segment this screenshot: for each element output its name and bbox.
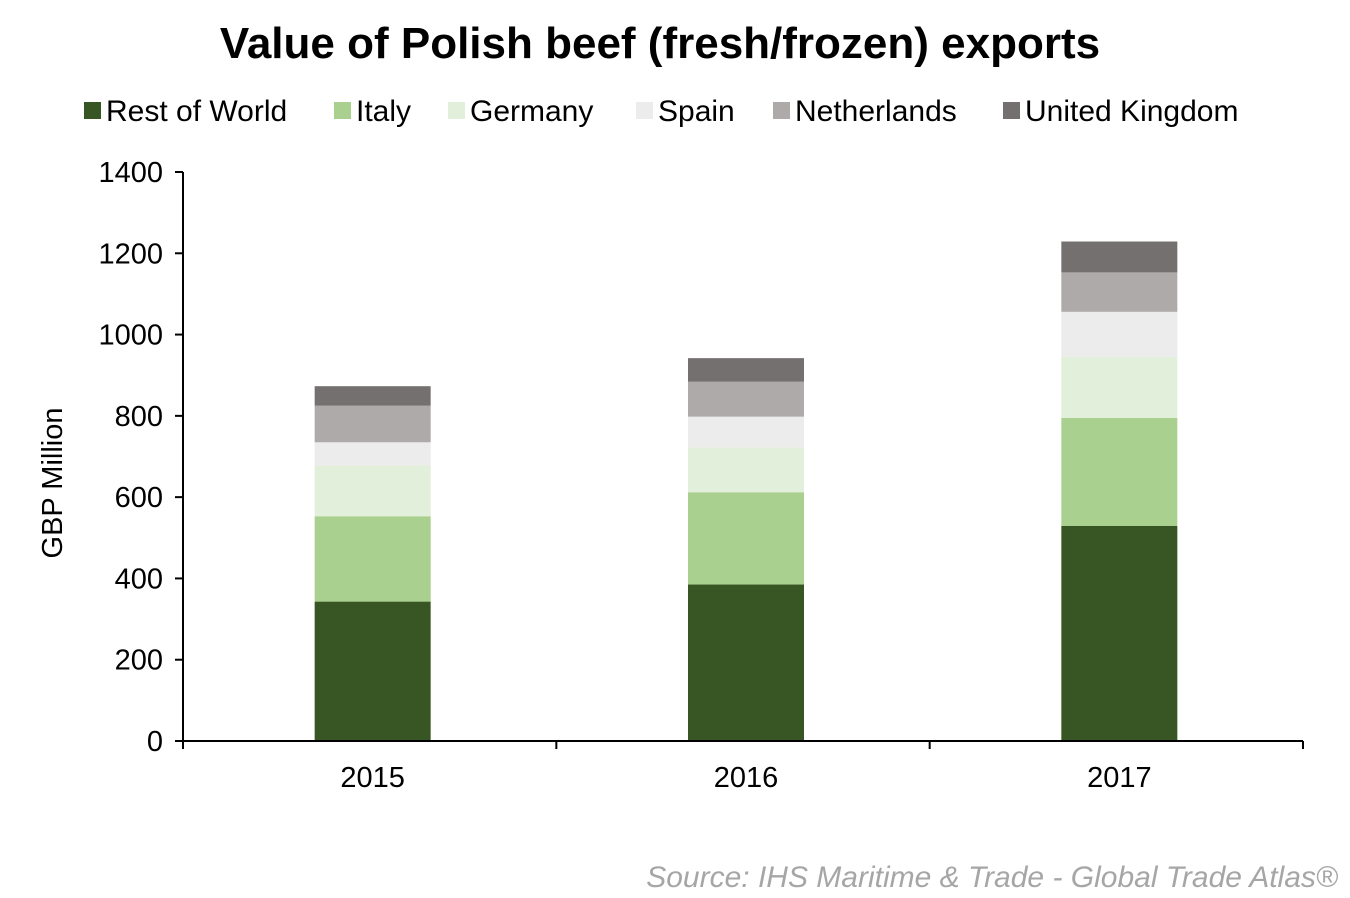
y-tick-label: 800 (115, 401, 163, 433)
bar-segment (688, 358, 804, 382)
bar-segment (314, 386, 431, 406)
bar-segment (688, 584, 804, 741)
legend-label: Rest of World (106, 95, 287, 128)
source-note: Source: IHS Maritime & Trade - Global Tr… (646, 861, 1339, 894)
bar-segment (314, 405, 431, 443)
legend-swatch (84, 102, 101, 119)
legend-swatch (636, 102, 653, 119)
bar-segment (1061, 417, 1178, 526)
x-axis-ticks: 2015 2016 2017 (182, 741, 1304, 794)
y-tick-label: 600 (115, 482, 163, 514)
x-tick-label: 2016 (714, 762, 779, 794)
bar-segment (688, 381, 804, 417)
bar-segment (688, 492, 804, 585)
legend-swatch (773, 102, 790, 119)
legend-label: Spain (658, 95, 735, 128)
legend-label: United Kingdom (1025, 95, 1238, 128)
legend-swatch (1003, 102, 1020, 119)
bar-segment (1061, 241, 1178, 273)
bar-segment (1061, 356, 1178, 418)
legend-swatch (334, 102, 351, 119)
y-tick-label: 1200 (98, 238, 163, 270)
y-axis-title: GBP Million (37, 408, 69, 559)
bar-segment (1061, 272, 1178, 312)
y-axis-ticks: 0 200 400 600 800 1000 1200 1400 (98, 157, 183, 758)
chart-title: Value of Polish beef (fresh/frozen) expo… (220, 19, 1100, 68)
y-tick-label: 1000 (98, 320, 163, 352)
bars (314, 241, 1178, 741)
legend-label: Netherlands (795, 95, 957, 128)
bar-segment (314, 601, 431, 741)
bar-segment (688, 416, 804, 448)
legend: Rest of World Italy Germany Spain Netherland… (84, 95, 1238, 128)
bar-segment (1061, 525, 1178, 741)
bar-segment (314, 442, 431, 466)
y-tick-label: 1400 (98, 157, 163, 189)
y-tick-label: 0 (147, 726, 163, 758)
legend-label: Italy (356, 95, 411, 128)
legend-swatch (448, 102, 465, 119)
y-tick-label: 400 (115, 563, 163, 595)
x-tick-label: 2017 (1087, 762, 1152, 794)
bar-segment (314, 516, 431, 602)
x-tick-label: 2015 (340, 762, 405, 794)
bar-segment (1061, 311, 1178, 357)
legend-label: Germany (470, 95, 593, 128)
bar-segment (688, 447, 804, 493)
bar-segment (314, 465, 431, 517)
y-tick-label: 200 (115, 645, 163, 677)
